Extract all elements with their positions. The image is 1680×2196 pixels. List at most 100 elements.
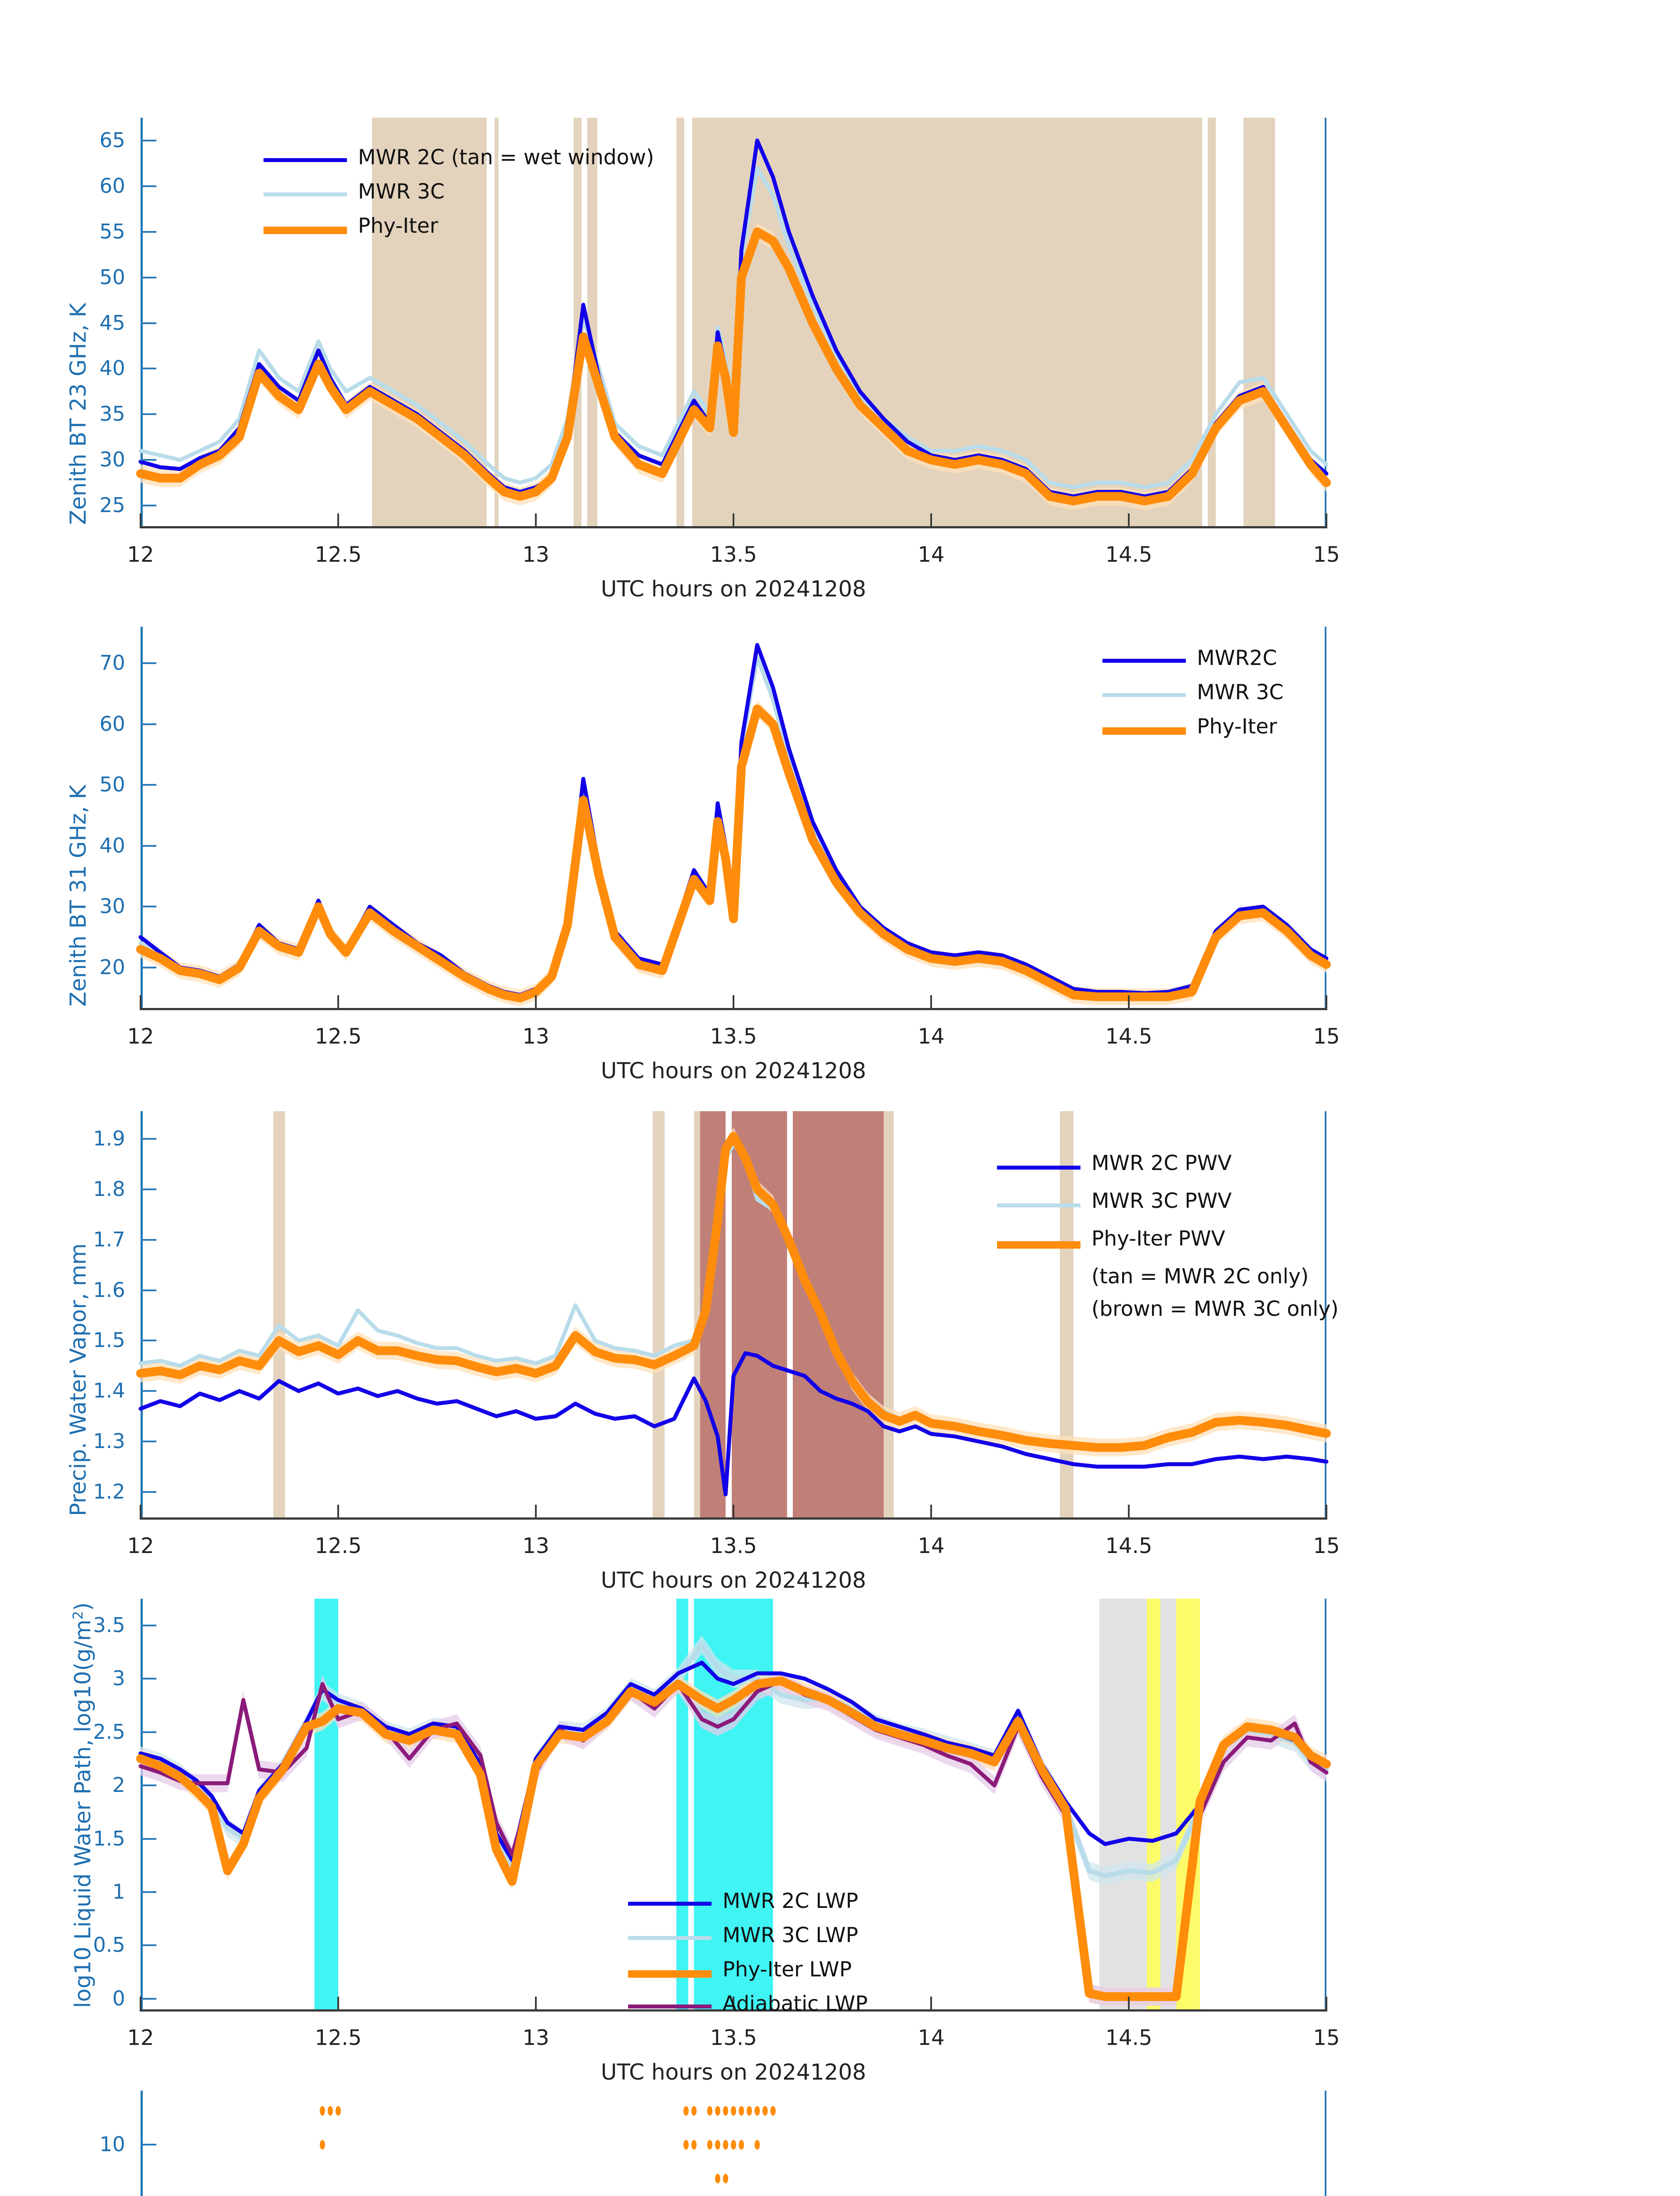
shaded-band: [587, 118, 597, 528]
y-axis-spine: [141, 1111, 143, 1520]
legend-label: Phy-Iter PWV: [1091, 1227, 1225, 1251]
x-tick-mark: [930, 513, 932, 528]
y-tick-label: 1.3: [93, 1429, 125, 1453]
x-tick-label: 14.5: [1105, 1534, 1153, 1558]
y-tick-mark: [141, 276, 156, 278]
scatter-point: [723, 2140, 728, 2150]
legend-color-swatch: [997, 1203, 1080, 1207]
panel-lwp-legend: MWR 2C LWP MWR 3C LWP Phy-Iter LWP Adiabati…: [628, 1889, 1067, 2026]
x-tick-mark: [140, 513, 141, 528]
x-tick-mark: [337, 1505, 339, 1520]
x-tick-label: 15: [1313, 1534, 1340, 1558]
y-axis-spine: [141, 2091, 143, 2196]
legend-color-swatch: [628, 1902, 712, 1906]
legend-color-swatch: [264, 158, 347, 162]
scatter-point: [723, 2174, 728, 2184]
x-tick-label: 14: [918, 542, 945, 567]
y-tick-label: 2.5: [93, 1719, 125, 1744]
right-spine: [1325, 118, 1326, 528]
y-tick-label: 70: [99, 651, 125, 675]
x-tick-label: 14.5: [1105, 542, 1153, 567]
shaded-band: [793, 1111, 884, 1520]
y-tick-label: 40: [99, 356, 125, 380]
x-tick-mark: [140, 1505, 141, 1520]
scatter-point: [731, 2106, 736, 2116]
x-tick-mark: [535, 995, 537, 1010]
x-tick-mark: [337, 513, 339, 528]
scatter-point: [739, 2106, 744, 2116]
scatter-point: [755, 2106, 760, 2116]
y-tick-mark: [141, 231, 156, 233]
y-tick-label: 10: [99, 2132, 125, 2156]
legend-item: MWR 2C LWP: [628, 1889, 1067, 1923]
legend-item: Adiabatic LWP: [628, 1991, 1067, 2026]
y-tick-mark: [141, 1731, 156, 1733]
y-tick-label: 50: [99, 265, 125, 289]
x-tick-mark: [140, 995, 141, 1010]
legend-item: MWR2C: [1102, 646, 1542, 680]
x-tick-label: 12: [127, 2026, 154, 2050]
legend-label: MWR2C: [1197, 646, 1277, 670]
y-tick-mark: [141, 322, 156, 324]
scatter-point: [731, 2140, 736, 2150]
legend-item: MWR 2C (tan = wet window): [264, 145, 703, 179]
y-tick-mark: [141, 1784, 156, 1787]
panel-pwv-legend: MWR 2C PWV MWR 3C PWV Phy-Iter PWV (tan = M…: [997, 1151, 1436, 1329]
x-tick-mark: [930, 1505, 932, 1520]
legend-item: Phy-Iter PWV: [997, 1226, 1436, 1264]
plot-frame: [141, 2091, 1326, 2196]
legend-label: MWR 3C: [358, 180, 445, 204]
y-tick-mark: [141, 413, 156, 415]
y-tick-label: 55: [99, 219, 125, 243]
y-tick-mark: [141, 845, 156, 847]
y-tick-mark: [141, 1491, 156, 1493]
series-line: [138, 1661, 1329, 1862]
x-axis-title: UTC hours on 20241208: [600, 2059, 867, 2085]
legend-label: MWR 2C PWV: [1091, 1151, 1232, 1175]
x-tick-mark: [140, 1997, 141, 2012]
x-tick-label: 15: [1313, 1024, 1340, 1049]
legend-color-swatch: [1102, 693, 1186, 697]
legend-label: Phy-Iter LWP: [723, 1958, 852, 1982]
panel-bt31-legend: MWR2C MWR 3C Phy-Iter: [1102, 646, 1542, 748]
legend-item: MWR 3C: [1102, 680, 1542, 714]
x-tick-mark: [1326, 513, 1327, 528]
x-tick-mark: [1326, 1997, 1327, 2012]
y-tick-label: 45: [99, 311, 125, 335]
shaded-band: [1146, 1599, 1160, 2012]
y-tick-label: 3.5: [93, 1613, 125, 1637]
x-tick-label: 12.5: [314, 1534, 362, 1558]
series-line: [136, 1132, 1331, 1452]
y-tick-mark: [141, 1678, 156, 1680]
right-spine: [1325, 627, 1326, 1010]
y-tick-label: 20: [99, 955, 125, 979]
x-tick-label: 14: [918, 1534, 945, 1558]
scatter-point: [755, 2140, 760, 2150]
legend-note-label: (brown = MWR 3C only): [1091, 1297, 1339, 1321]
y-tick-label: 1.5: [93, 1826, 125, 1850]
scatter-point: [328, 2106, 333, 2116]
scatter-point: [739, 2140, 744, 2150]
y-tick-mark: [141, 459, 156, 461]
series-line: [136, 1676, 1331, 2001]
x-tick-mark: [733, 995, 734, 1010]
scatter-point: [715, 2174, 720, 2184]
x-tick-label: 13.5: [710, 542, 757, 567]
y-tick-mark: [141, 1624, 156, 1626]
x-tick-mark: [337, 995, 339, 1010]
right-spine: [1325, 2091, 1326, 2196]
x-tick-label: 13: [522, 2026, 549, 2050]
legend-label: MWR 3C LWP: [723, 1923, 858, 1947]
legend-item: MWR 3C PWV: [997, 1188, 1436, 1226]
legend-item: MWR 2C PWV: [997, 1151, 1436, 1188]
legend-color-swatch: [997, 1166, 1080, 1170]
x-tick-mark: [535, 513, 537, 528]
y-tick-label: 30: [99, 894, 125, 918]
y-tick-mark: [141, 1138, 156, 1140]
x-axis-title: UTC hours on 20241208: [600, 576, 867, 602]
right-spine: [1325, 1599, 1326, 2012]
y-tick-mark: [141, 906, 156, 908]
